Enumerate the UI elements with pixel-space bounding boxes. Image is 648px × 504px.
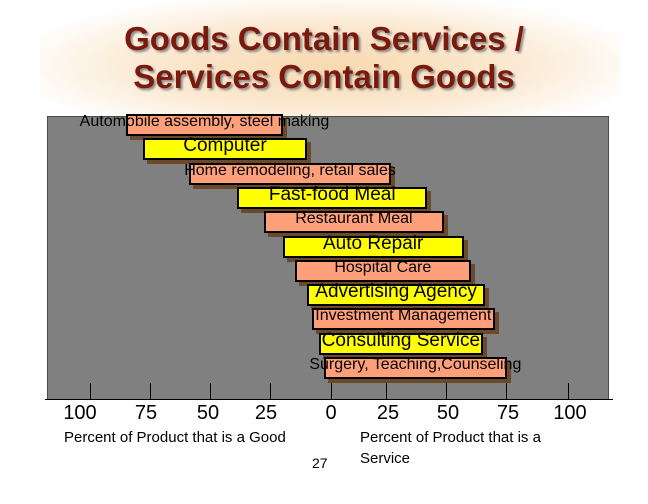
title-glow xyxy=(40,0,620,120)
bar-label-9: Investment Management xyxy=(315,307,492,325)
axis-tick-label: 25 xyxy=(376,402,400,424)
axis-tick-label: 75 xyxy=(496,402,520,424)
title-line-2: Services Contain Goods xyxy=(133,58,515,95)
axis-tick-label: 50 xyxy=(436,402,460,424)
bar-label-10: Consulting Service xyxy=(321,329,481,351)
bar-label-4: Fast-food Meal xyxy=(268,183,396,205)
axis-tick-label: 25 xyxy=(254,402,278,424)
page-number: 27 xyxy=(312,455,328,471)
axis-baseline xyxy=(45,399,613,400)
axis-tick-label: 50 xyxy=(196,402,220,424)
axis-tick xyxy=(506,383,507,399)
bar-label-6: Auto Repair xyxy=(323,232,424,254)
bar-10 xyxy=(318,332,483,355)
bar-1 xyxy=(126,114,283,136)
axis-tick-label: 75 xyxy=(134,402,158,424)
bar-5 xyxy=(263,211,445,234)
bar-2 xyxy=(143,138,307,161)
right-axis-caption-line-2: Service xyxy=(360,450,411,467)
bar-6 xyxy=(282,235,464,258)
axis-tick-label: 100 xyxy=(553,402,587,424)
axis-tick xyxy=(386,383,387,399)
bar-label-3: Home remodeling, retail sales xyxy=(184,161,396,179)
bar-label-11: Surgery, Teaching,Counseling xyxy=(309,356,522,373)
right-axis-caption-line-1: Percent of Product that is a xyxy=(360,429,541,446)
bar-label-5: Restaurant Meal xyxy=(295,210,413,228)
axis-tick xyxy=(446,383,447,399)
slide-title: Goods Contain Services / Services Contai… xyxy=(0,20,648,96)
bar-8 xyxy=(306,284,486,307)
axis-tick-label: 100 xyxy=(63,402,97,424)
bar-4 xyxy=(237,186,428,209)
axis-tick xyxy=(331,383,332,399)
left-axis-caption: Percent of Product that is a Good xyxy=(64,429,286,446)
axis-tick xyxy=(150,383,151,399)
axis-tick-label: 0 xyxy=(325,402,337,424)
bar-label-1: Automobile assembly, steel making xyxy=(79,113,330,130)
axis-tick xyxy=(568,383,569,399)
bar-11 xyxy=(323,357,507,379)
bar-7 xyxy=(294,259,471,282)
bar-label-8: Advertising Agency xyxy=(315,281,477,303)
bar-9 xyxy=(311,308,495,331)
title-line-1: Goods Contain Services / xyxy=(124,20,524,57)
bar-label-7: Hospital Care xyxy=(334,258,432,276)
axis-tick xyxy=(90,383,91,399)
axis-tick xyxy=(270,383,271,399)
bar-3 xyxy=(188,162,392,185)
bar-label-2: Computer xyxy=(183,135,267,157)
axis-tick xyxy=(210,383,211,399)
